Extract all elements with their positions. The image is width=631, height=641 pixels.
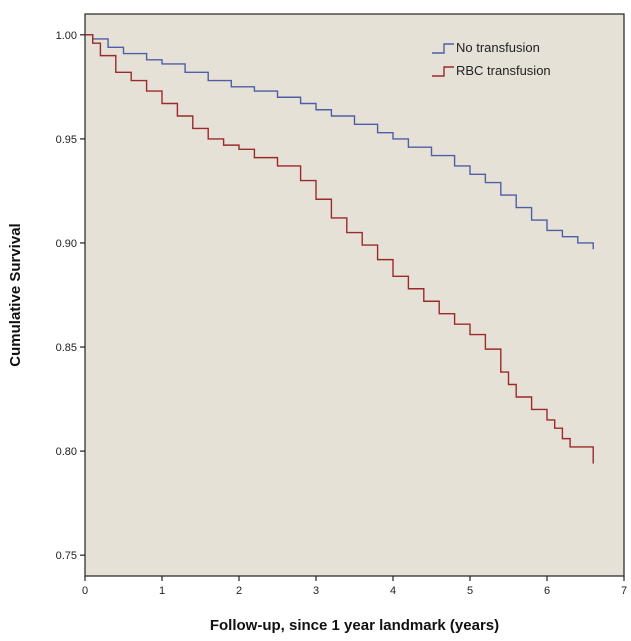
- legend-swatch-rbc-transfusion: [432, 66, 454, 77]
- y-axis: 0.75 0.80 0.85 0.90 0.95 1.00: [56, 30, 85, 562]
- y-tick-label: 1.00: [56, 30, 77, 42]
- x-tick-label: 0: [82, 585, 88, 597]
- x-tick-label: 6: [544, 585, 550, 597]
- series-layer: [85, 34, 594, 464]
- series-line-no-transfusion: [85, 34, 594, 250]
- legend: No transfusion RBC transfusion: [432, 40, 551, 78]
- y-axis-title: Cumulative Survival: [7, 223, 24, 366]
- x-tick-label: 4: [390, 585, 396, 597]
- x-tick-label: 5: [467, 585, 473, 597]
- y-tick-label: 0.80: [56, 446, 77, 458]
- x-tick-label: 7: [621, 585, 627, 597]
- legend-label-rbc-transfusion: RBC transfusion: [456, 63, 551, 78]
- x-tick-label: 3: [313, 585, 319, 597]
- y-tick-label: 0.90: [56, 238, 77, 250]
- x-axis: 0 1 2 3 4 5 6 7: [82, 576, 627, 597]
- legend-label-no-transfusion: No transfusion: [456, 40, 540, 55]
- plot-area: [84, 13, 625, 577]
- series-line-rbc-transfusion: [85, 34, 594, 464]
- y-tick-label: 0.95: [56, 134, 77, 146]
- x-tick-label: 2: [236, 585, 242, 597]
- y-tick-label: 0.85: [56, 342, 77, 354]
- legend-swatch-no-transfusion: [432, 43, 454, 54]
- y-tick-label: 0.75: [56, 550, 77, 562]
- x-tick-label: 1: [159, 585, 165, 597]
- x-axis-title: Follow-up, since 1 year landmark (years): [210, 617, 499, 634]
